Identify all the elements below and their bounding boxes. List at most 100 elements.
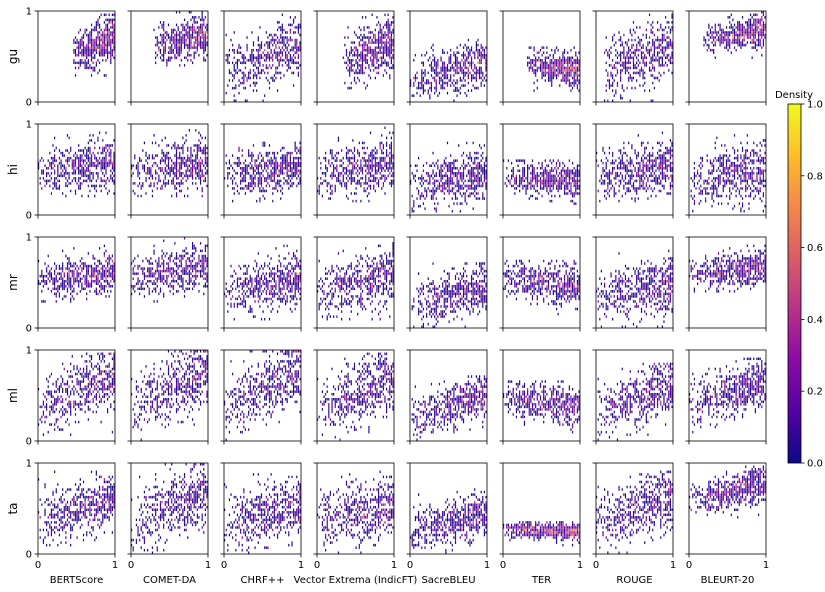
density-cell bbox=[79, 172, 81, 175]
density-cell bbox=[381, 33, 383, 37]
density-cell bbox=[147, 156, 149, 160]
density-cell bbox=[233, 76, 235, 80]
density-cell bbox=[108, 154, 110, 157]
density-cell bbox=[280, 41, 282, 44]
density-cell bbox=[166, 59, 168, 62]
density-cell bbox=[390, 146, 392, 150]
density-cell bbox=[727, 41, 729, 44]
density-cell bbox=[618, 38, 620, 42]
density-cell bbox=[732, 31, 734, 34]
density-cell bbox=[357, 64, 359, 67]
density-cell bbox=[541, 59, 543, 62]
density-cell bbox=[640, 38, 643, 42]
density-cell bbox=[172, 179, 174, 183]
density-cell bbox=[445, 182, 447, 185]
density-cell bbox=[267, 41, 269, 44]
density-cell bbox=[432, 53, 434, 57]
density-cell bbox=[623, 56, 625, 60]
density-cell bbox=[196, 146, 198, 150]
density-cell bbox=[135, 164, 138, 167]
density-cell bbox=[153, 156, 155, 160]
density-cell bbox=[434, 91, 436, 95]
density-cell bbox=[87, 149, 89, 152]
density-cell bbox=[236, 156, 239, 160]
density-cell bbox=[628, 71, 630, 75]
density-cell bbox=[89, 179, 91, 183]
density-cells bbox=[410, 141, 487, 213]
density-cell bbox=[259, 61, 261, 65]
density-cells bbox=[604, 13, 673, 102]
density-cell bbox=[474, 64, 476, 67]
density-cell bbox=[470, 56, 473, 60]
density-cell bbox=[562, 76, 564, 80]
density-cell bbox=[413, 81, 415, 85]
density-cell bbox=[166, 172, 168, 175]
density-cell bbox=[321, 172, 324, 175]
density-cell bbox=[259, 199, 261, 203]
panel-frame bbox=[223, 10, 302, 103]
density-cell bbox=[206, 41, 208, 44]
density-cell bbox=[467, 76, 469, 80]
density-cell bbox=[347, 64, 349, 67]
density-cell bbox=[179, 38, 181, 42]
density-cell bbox=[206, 164, 208, 167]
density-cell bbox=[331, 189, 333, 193]
density-cell bbox=[106, 46, 109, 49]
density-cell bbox=[278, 51, 280, 54]
density-cell bbox=[191, 36, 194, 39]
density-cell bbox=[357, 53, 359, 57]
density-cell bbox=[551, 79, 553, 82]
density-cell bbox=[252, 69, 255, 72]
density-cell bbox=[527, 169, 529, 173]
density-cell bbox=[50, 172, 53, 175]
density-cell bbox=[434, 174, 436, 178]
density-cell bbox=[519, 189, 521, 193]
density-cell bbox=[714, 43, 716, 47]
density-cell bbox=[103, 51, 105, 54]
density-cell bbox=[389, 23, 391, 27]
density-cell bbox=[652, 53, 654, 57]
density-cell bbox=[54, 184, 56, 188]
density-cell bbox=[95, 164, 97, 167]
density-cell bbox=[613, 64, 615, 67]
density-cell bbox=[201, 11, 203, 14]
density-cell bbox=[421, 71, 423, 75]
density-cell bbox=[466, 56, 468, 60]
density-cell bbox=[385, 177, 388, 180]
density-cell bbox=[363, 189, 365, 193]
density-cell bbox=[278, 53, 280, 57]
density-cell bbox=[432, 192, 434, 195]
density-cell bbox=[254, 174, 256, 178]
density-cell bbox=[642, 84, 644, 87]
density-cell bbox=[289, 59, 291, 62]
density-cell bbox=[485, 169, 487, 173]
density-cell bbox=[477, 156, 479, 160]
density-cell bbox=[568, 56, 570, 60]
density-cell bbox=[530, 66, 532, 70]
density-cell bbox=[187, 159, 189, 162]
density-cell bbox=[430, 194, 433, 198]
density-cell bbox=[746, 33, 748, 37]
density-cell bbox=[565, 179, 567, 183]
density-cell bbox=[754, 36, 756, 39]
density-cell bbox=[246, 172, 248, 175]
density-cell bbox=[421, 61, 423, 65]
density-cell bbox=[164, 154, 166, 157]
density-cell bbox=[470, 74, 473, 77]
density-cell bbox=[562, 161, 564, 165]
density-cell bbox=[387, 64, 389, 67]
density-cell bbox=[185, 139, 187, 142]
density-cell bbox=[629, 74, 631, 77]
density-cell bbox=[190, 169, 192, 173]
density-cell bbox=[355, 69, 357, 72]
density-cell bbox=[448, 192, 450, 195]
density-cell bbox=[233, 48, 235, 52]
density-cell bbox=[102, 179, 104, 183]
density-cell bbox=[382, 53, 384, 57]
density-cell bbox=[248, 172, 250, 175]
density-cell bbox=[92, 28, 94, 32]
density-cell bbox=[204, 159, 206, 162]
density-cell bbox=[180, 161, 182, 165]
density-cell bbox=[390, 36, 392, 39]
density-cell bbox=[188, 46, 190, 49]
